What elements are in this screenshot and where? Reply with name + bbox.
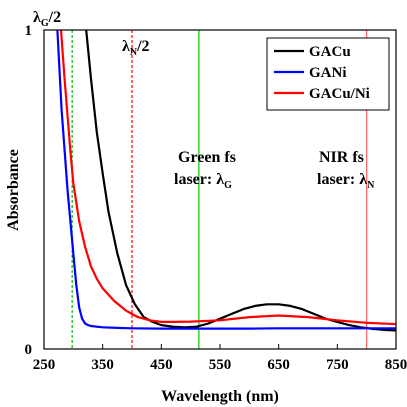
series-lines [56, 30, 396, 332]
x-axis-label: Wavelength (nm) [161, 388, 279, 405]
legend: GACu GANi GACu/Ni [266, 37, 390, 111]
x-tick-label: 650 [267, 357, 290, 373]
y-tick-label: 0 [25, 342, 33, 358]
series-line-gacu-ni [59, 30, 396, 326]
y-axis-label: Absorbance [5, 149, 22, 231]
legend-label: GACu [309, 44, 351, 60]
axis-ticks: 250 350 450 550 650 750 850 0 1 [25, 23, 407, 373]
lambda-g-half-label: λG/2 [33, 9, 61, 29]
nir-laser-label-line1: NIR fs [319, 149, 364, 166]
x-tick-label: 450 [150, 357, 173, 373]
x-tick-label: 550 [209, 357, 232, 373]
legend-label: GACu/Ni [309, 86, 370, 102]
y-tick-label: 1 [25, 23, 33, 39]
x-tick-label: 850 [385, 357, 407, 373]
green-laser-label-line2: laser: λG [174, 171, 232, 191]
nir-laser-label-line2: laser: λN [317, 171, 375, 191]
x-tick-label: 350 [91, 357, 114, 373]
legend-label: GANi [309, 65, 347, 81]
x-tick-label: 250 [33, 357, 56, 373]
lambda-n-half-label: λN/2 [122, 38, 150, 58]
series-line-gani [56, 30, 396, 330]
green-laser-label-line1: Green fs [178, 149, 236, 166]
x-tick-label: 750 [326, 357, 349, 373]
